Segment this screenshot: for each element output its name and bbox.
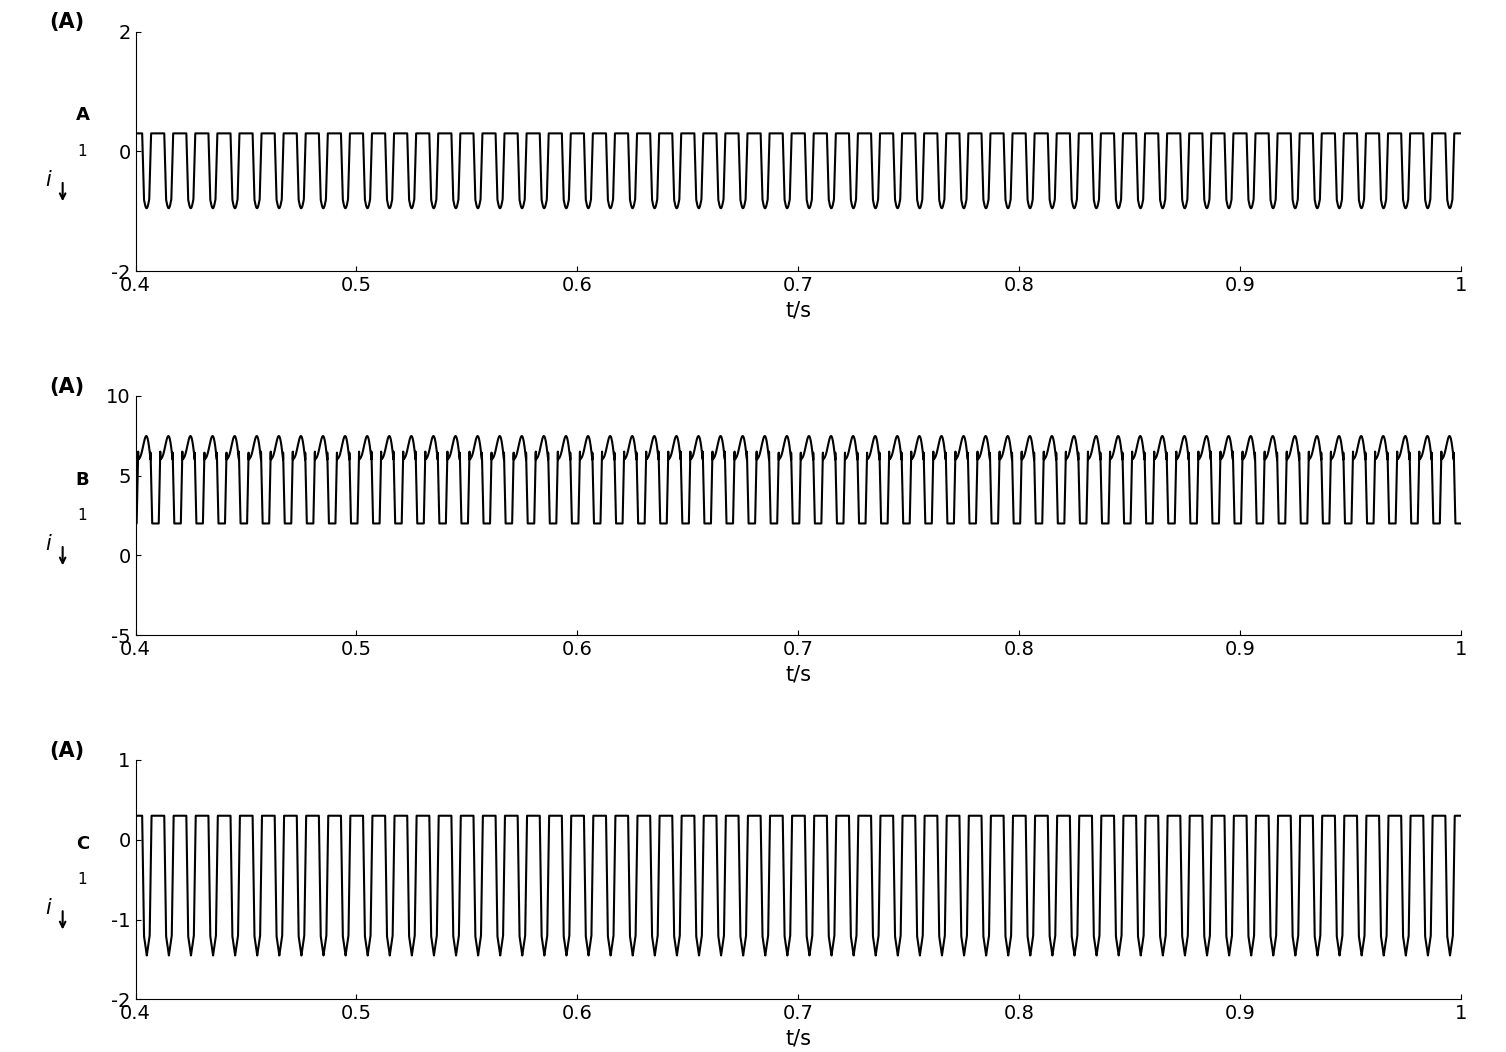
Text: C: C	[75, 834, 89, 853]
X-axis label: t/s: t/s	[785, 1029, 812, 1049]
Text: 1: 1	[78, 872, 87, 887]
Text: i: i	[45, 534, 51, 554]
Text: (A): (A)	[50, 13, 84, 33]
Text: i: i	[45, 898, 51, 918]
Text: i: i	[45, 170, 51, 190]
Text: A: A	[75, 106, 89, 124]
Text: (A): (A)	[50, 377, 84, 397]
Text: 1: 1	[78, 144, 87, 159]
X-axis label: t/s: t/s	[785, 301, 812, 321]
Text: B: B	[75, 470, 89, 488]
X-axis label: t/s: t/s	[785, 665, 812, 685]
Text: (A): (A)	[50, 741, 84, 761]
Text: 1: 1	[78, 508, 87, 523]
